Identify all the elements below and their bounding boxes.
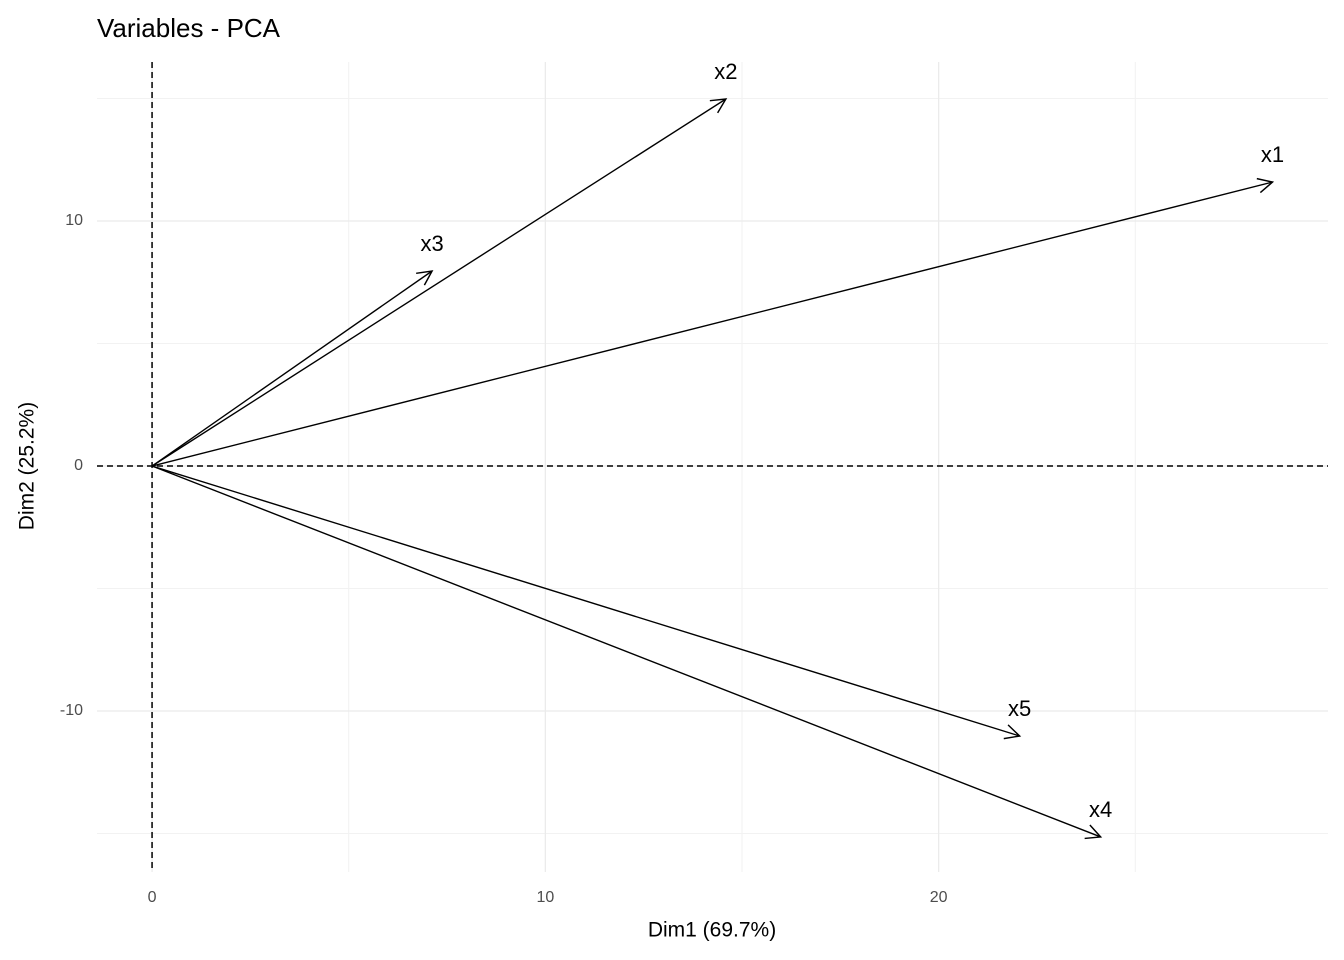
arrow: [151, 177, 1275, 467]
variable-label: x2: [714, 59, 737, 84]
variable-label: x1: [1261, 142, 1284, 167]
y-tick-label: -10: [60, 702, 83, 719]
arrow: [151, 465, 1022, 740]
x-tick-label: 0: [148, 889, 157, 906]
marks: [97, 62, 1328, 872]
arrow: [151, 270, 434, 467]
y-axis-title: Dim2 (25.2%): [16, 402, 39, 530]
variable-label: x5: [1008, 696, 1031, 721]
chart-title: Variables - PCA: [97, 13, 281, 43]
variable-label: x3: [420, 231, 443, 256]
x-axis-title: Dim1 (69.7%): [648, 919, 776, 942]
grid: [97, 62, 1328, 872]
x-tick-label: 10: [536, 889, 554, 906]
arrow: [151, 98, 728, 467]
x-tick-label: 20: [930, 889, 948, 906]
arrow: [151, 465, 1103, 840]
variable-label: x4: [1089, 797, 1112, 822]
y-tick-label: 10: [65, 212, 83, 229]
y-tick-label: 0: [74, 457, 83, 474]
